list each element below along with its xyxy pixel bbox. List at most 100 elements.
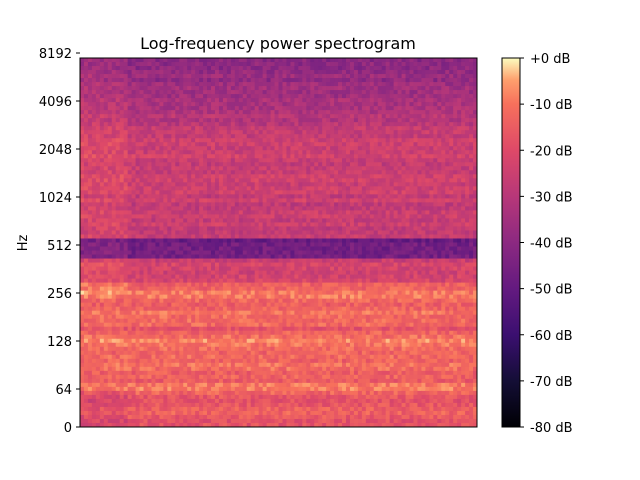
- heatmap-cell: [318, 218, 323, 224]
- heatmap-cell: [203, 190, 208, 195]
- heatmap-cell: [123, 106, 129, 111]
- heatmap-cell: [413, 66, 419, 71]
- heatmap-cell: [294, 246, 299, 252]
- heatmap-cell: [385, 70, 391, 75]
- heatmap-cell: [163, 66, 168, 71]
- heatmap-cell: [306, 162, 311, 167]
- heatmap-cell: [314, 162, 319, 167]
- heatmap-cell: [135, 162, 141, 167]
- heatmap-cell: [353, 82, 359, 87]
- heatmap-cell: [99, 58, 105, 63]
- heatmap-cell: [433, 218, 438, 224]
- heatmap-cell: [322, 126, 327, 131]
- heatmap-cell: [111, 130, 117, 135]
- heatmap-cell: [87, 90, 93, 95]
- heatmap-cell: [175, 158, 180, 163]
- heatmap-cell: [163, 122, 168, 127]
- heatmap-cell: [203, 130, 208, 135]
- heatmap-cell: [449, 198, 454, 203]
- heatmap-cell: [326, 226, 331, 232]
- heatmap-cell: [187, 122, 192, 127]
- heatmap-cell: [357, 134, 363, 139]
- heatmap-cell: [401, 118, 407, 123]
- heatmap-cell: [318, 78, 323, 83]
- heatmap-cell: [187, 138, 192, 143]
- heatmap-cell: [175, 162, 180, 167]
- heatmap-cell: [151, 210, 157, 216]
- heatmap-cell: [389, 150, 395, 155]
- heatmap-cell: [147, 234, 153, 240]
- heatmap-cell: [274, 170, 280, 175]
- heatmap-cell: [330, 102, 335, 107]
- heatmap-cell: [151, 194, 157, 199]
- heatmap-cell: [465, 70, 470, 75]
- heatmap-cell: [345, 242, 351, 248]
- heatmap-cell: [298, 154, 303, 159]
- heatmap-cell: [417, 238, 423, 244]
- heatmap-cell: [469, 106, 474, 111]
- heatmap-cell: [159, 230, 164, 236]
- heatmap-cell: [131, 78, 137, 83]
- heatmap-cell: [171, 122, 176, 127]
- heatmap-cell: [258, 218, 264, 224]
- heatmap-cell: [274, 202, 280, 207]
- heatmap-cell: [222, 198, 228, 203]
- heatmap-cell: [270, 218, 276, 224]
- heatmap-cell: [80, 90, 85, 95]
- heatmap-cell: [258, 58, 264, 63]
- heatmap-cell: [119, 138, 125, 143]
- heatmap-cell: [445, 146, 450, 151]
- heatmap-cell: [330, 142, 335, 147]
- heatmap-cell: [266, 90, 272, 95]
- heatmap-cell: [87, 166, 93, 171]
- heatmap-cell: [218, 178, 224, 183]
- heatmap-cell: [429, 106, 434, 111]
- heatmap-cell: [294, 162, 299, 167]
- heatmap-cell: [298, 226, 303, 232]
- heatmap-cell: [326, 58, 331, 63]
- heatmap-cell: [187, 118, 192, 123]
- heatmap-cell: [163, 110, 168, 115]
- heatmap-cell: [310, 170, 315, 175]
- heatmap-cell: [195, 146, 200, 151]
- heatmap-cell: [270, 118, 276, 123]
- heatmap-cell: [373, 246, 379, 252]
- heatmap-cell: [238, 118, 244, 123]
- heatmap-cell: [107, 238, 113, 244]
- heatmap-cell: [369, 162, 375, 167]
- heatmap-cell: [167, 146, 172, 151]
- heatmap-cell: [389, 154, 395, 159]
- heatmap-cell: [83, 86, 89, 91]
- heatmap-cell: [318, 194, 323, 199]
- heatmap-cell: [159, 190, 164, 195]
- heatmap-cell: [290, 90, 295, 95]
- heatmap-cell: [417, 222, 423, 228]
- heatmap-cell: [139, 62, 145, 67]
- heatmap-cell: [226, 182, 232, 187]
- heatmap-cell: [314, 210, 319, 216]
- heatmap-cell: [234, 242, 240, 248]
- heatmap-cell: [445, 138, 450, 143]
- heatmap-cell: [465, 194, 470, 199]
- heatmap-cell: [135, 58, 141, 63]
- heatmap-cell: [163, 142, 168, 147]
- heatmap-cell: [211, 114, 216, 119]
- heatmap-cell: [119, 234, 125, 240]
- heatmap-cell: [95, 82, 101, 87]
- heatmap-cell: [365, 82, 371, 87]
- heatmap-cell: [123, 190, 129, 195]
- heatmap-cell: [123, 138, 129, 143]
- heatmap-cell: [361, 210, 367, 216]
- heatmap-cell: [361, 146, 367, 151]
- heatmap-cell: [405, 154, 411, 159]
- heatmap-cell: [417, 226, 423, 232]
- heatmap-cell: [254, 150, 260, 155]
- heatmap-cell: [461, 246, 466, 252]
- heatmap-cell: [266, 170, 272, 175]
- heatmap-cell: [254, 186, 260, 191]
- heatmap-cell: [274, 86, 280, 91]
- heatmap-cell: [373, 226, 379, 232]
- heatmap-cell: [80, 166, 85, 171]
- heatmap-cell: [91, 154, 97, 159]
- heatmap-cell: [183, 98, 188, 103]
